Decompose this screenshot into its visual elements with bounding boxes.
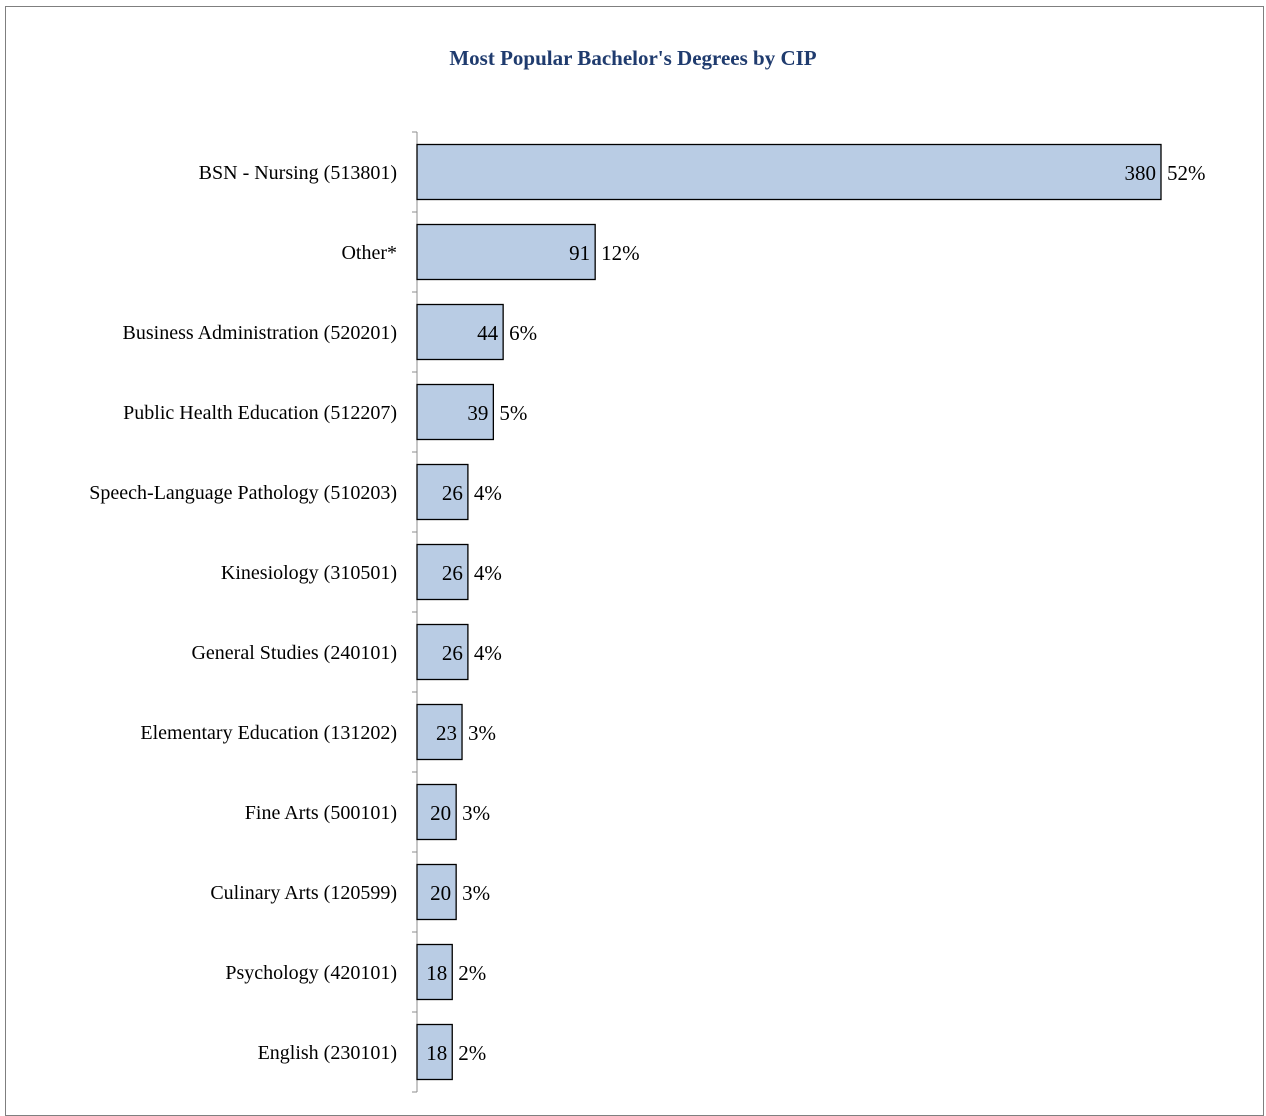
- bar-value-label: 18: [426, 1041, 447, 1065]
- bar-percent-label: 12%: [601, 241, 640, 265]
- bar: [416, 703, 463, 761]
- bar-percent-label: 2%: [458, 1041, 486, 1065]
- bar-percent-label: 4%: [474, 481, 502, 505]
- bar-value-label: 20: [430, 881, 451, 905]
- bar: [416, 303, 504, 361]
- bar: [416, 223, 596, 281]
- bar: [416, 623, 469, 681]
- bar-value-label: 20: [430, 801, 451, 825]
- bar-percent-label: 6%: [509, 321, 537, 345]
- bar-value-label: 26: [442, 481, 463, 505]
- category-label: Elementary Education (131202): [140, 722, 397, 744]
- bar: [416, 783, 457, 841]
- bar-value-label: 18: [426, 961, 447, 985]
- bar-value-label: 26: [442, 641, 463, 665]
- category-label: BSN - Nursing (513801): [199, 162, 397, 184]
- bar: [416, 1023, 453, 1081]
- category-label: Kinesiology (310501): [221, 562, 397, 584]
- bar-percent-label: 3%: [462, 801, 490, 825]
- bar-value-label: 91: [569, 241, 590, 265]
- bar: [416, 463, 469, 521]
- category-label: Business Administration (520201): [123, 322, 397, 344]
- category-label: Fine Arts (500101): [245, 802, 397, 824]
- bar-percent-label: 2%: [458, 961, 486, 985]
- bar-percent-label: 52%: [1167, 161, 1206, 185]
- bar: [416, 943, 453, 1001]
- bar-percent-label: 3%: [462, 881, 490, 905]
- category-label: English (230101): [258, 1042, 397, 1064]
- category-label: General Studies (240101): [191, 642, 397, 664]
- bar-value-label: 44: [477, 321, 499, 345]
- category-label: Other*: [341, 242, 397, 264]
- bar: [416, 543, 469, 601]
- bar: [416, 863, 457, 921]
- category-label: Culinary Arts (120599): [210, 882, 397, 904]
- bar-value-label: 26: [442, 561, 463, 585]
- bar: [416, 383, 495, 441]
- bar-percent-label: 4%: [474, 561, 502, 585]
- bar-value-label: 39: [467, 401, 488, 425]
- bar-value-label: 23: [436, 721, 457, 745]
- category-label: Public Health Education (512207): [123, 402, 397, 424]
- category-label: Psychology (420101): [225, 962, 397, 984]
- bar-percent-label: 4%: [474, 641, 502, 665]
- bar-percent-label: 5%: [499, 401, 527, 425]
- bar-value-label: 380: [1125, 161, 1157, 185]
- chart-title: Most Popular Bachelor's Degrees by CIP: [449, 46, 817, 70]
- category-label: Speech-Language Pathology (510203): [89, 482, 397, 504]
- bar-percent-label: 3%: [468, 721, 496, 745]
- bar: [416, 143, 1162, 201]
